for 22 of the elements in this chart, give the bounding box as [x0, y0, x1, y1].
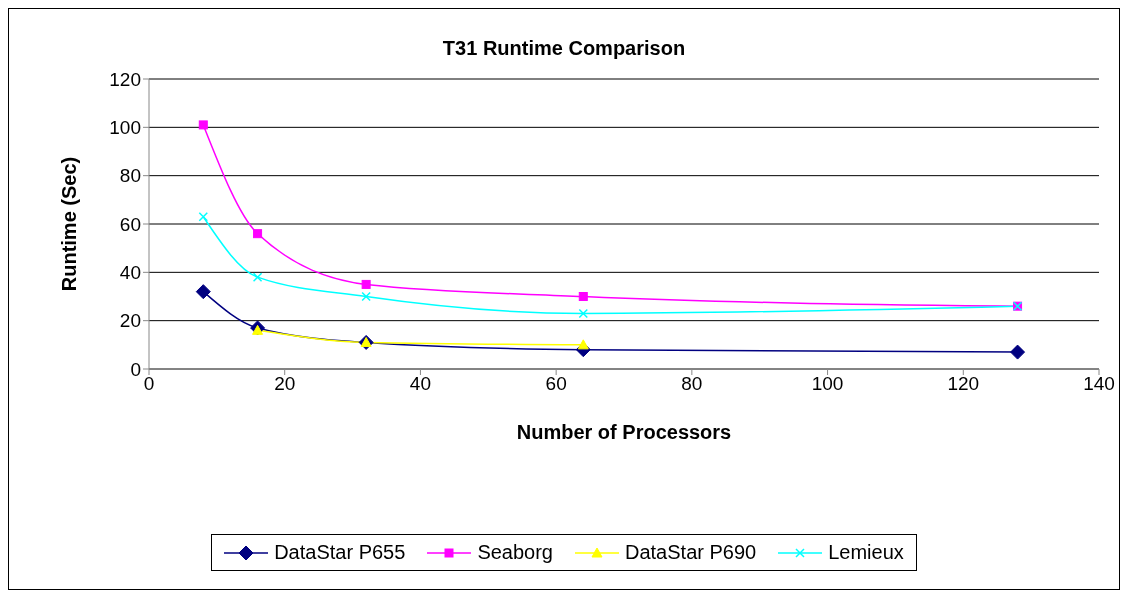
- x-tick-label: 0: [143, 373, 155, 395]
- x-tick-label: 140: [1083, 373, 1115, 395]
- x-tick-label: 100: [811, 373, 844, 395]
- x-tick-label: 60: [545, 373, 567, 395]
- legend-label: Seaborg: [477, 541, 553, 564]
- legend-label: DataStar P655: [274, 541, 406, 564]
- chart-title: T31 Runtime Comparison: [441, 37, 687, 60]
- y-tick-label: 120: [109, 68, 141, 90]
- y-tick-label: 60: [119, 213, 141, 235]
- legend-label: Lemieux: [828, 541, 904, 564]
- x-tick-label: 40: [409, 373, 431, 395]
- x-tick-label: 120: [947, 373, 980, 395]
- y-tick-label: 40: [119, 262, 141, 284]
- y-tick-label: 20: [119, 310, 141, 332]
- y-tick-label: 100: [109, 117, 141, 139]
- x-tick-label: 20: [274, 373, 296, 395]
- x-axis-title: Number of Processors: [516, 421, 732, 443]
- legend-label: DataStar P690: [625, 541, 757, 564]
- y-tick-label: 80: [119, 165, 141, 187]
- x-tick-label: 80: [681, 373, 703, 395]
- y-axis-title: Runtime (Sec): [58, 156, 81, 292]
- y-tick-label: 0: [130, 358, 141, 380]
